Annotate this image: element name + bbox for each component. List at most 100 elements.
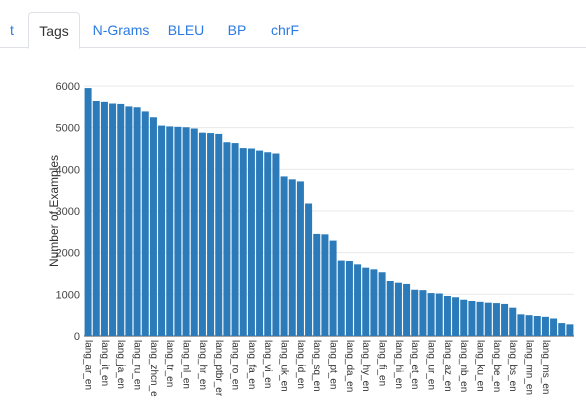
y-tick-label: 2000 [56,248,80,260]
bar[interactable] [288,179,296,336]
bar[interactable] [435,293,443,337]
bar[interactable] [476,301,484,336]
bar[interactable] [109,103,117,337]
bar[interactable] [100,101,108,336]
tab-label: BLEU [167,22,205,38]
tab-label: Tags [39,23,69,39]
x-tick-label: lang_nl_en [180,340,191,389]
x-tick-label: lang_nb_en [458,340,469,392]
bar[interactable] [370,269,378,336]
y-tick-label: 3000 [56,206,80,218]
x-tick-label: lang_ru_en [131,340,142,390]
x-tick-label: lang_ku_en [474,340,485,392]
bar[interactable] [190,128,198,337]
x-tick-label: lang_ro_en [229,340,240,390]
bar[interactable] [92,101,100,336]
bar[interactable] [354,264,362,336]
bar[interactable] [272,153,280,337]
bar[interactable] [231,143,239,336]
bar[interactable] [166,126,174,337]
bar[interactable] [427,293,435,336]
x-tick-label: lang_ur_en [425,340,436,390]
bar[interactable] [182,127,190,336]
x-tick-label: lang_da_en [344,340,355,392]
bar[interactable] [313,233,321,336]
x-tick-label: lang_fa_en [246,340,257,390]
bar[interactable] [223,142,231,336]
x-tick-label: lang_fi_en [376,340,387,386]
y-tick-label: 0 [74,331,80,343]
bar[interactable] [215,133,223,336]
bar[interactable] [133,107,141,336]
tab-bp[interactable]: BP [220,12,254,48]
tab-label: t [10,22,14,38]
x-tick-label: lang_it_en [99,340,110,386]
bar[interactable] [378,272,386,336]
bar[interactable] [386,281,394,336]
bar[interactable] [484,302,492,336]
tab-label: N-Grams [92,22,150,38]
bar[interactable] [256,150,264,336]
tab-bleu[interactable]: BLEU [163,12,209,48]
bar[interactable] [533,316,541,336]
bar[interactable] [296,181,304,336]
bar[interactable] [501,303,509,336]
tab-bar: t Tags N-Grams BLEU BP chrF [0,12,586,49]
bar[interactable] [468,301,476,336]
bar[interactable] [329,240,337,336]
bar[interactable] [158,125,166,336]
bar[interactable] [362,267,370,336]
tab-tags[interactable]: Tags [28,12,80,49]
bar[interactable] [419,290,427,336]
tab-chrf[interactable]: chrF [264,12,306,48]
bar[interactable] [125,106,133,337]
bar[interactable] [558,323,566,336]
bar[interactable] [509,307,517,336]
bar[interactable] [443,296,451,336]
bar[interactable] [207,133,215,336]
bar[interactable] [566,324,574,336]
x-tick-label: lang_sq_en [311,340,322,392]
x-tick-label: lang_ms_en [540,340,551,394]
bar[interactable] [517,314,525,336]
bar[interactable] [492,303,500,336]
tab-t[interactable]: t [0,12,24,48]
bar[interactable] [84,88,92,336]
x-tick-label: lang_tr_en [164,340,175,387]
bar[interactable] [117,103,125,337]
bar[interactable] [337,260,345,336]
bar[interactable] [198,132,206,336]
bar[interactable] [525,315,533,336]
y-tick-label: 5000 [56,123,80,135]
bar[interactable] [411,289,419,336]
y-tick-label: 6000 [56,81,80,93]
tab-n-grams[interactable]: N-Grams [86,12,156,48]
x-tick-label: lang_bs_en [507,340,518,392]
bar[interactable] [305,203,313,337]
x-tick-label: lang_mn_en [523,340,534,395]
bar[interactable] [345,261,353,336]
x-tick-label: lang_zhcn_e [148,340,159,397]
bar[interactable] [149,117,157,336]
bar[interactable] [541,316,549,336]
x-tick-label: lang_et_en [409,340,420,390]
y-axis-label: Number of Examples [47,155,61,267]
bar[interactable] [174,126,182,336]
bar[interactable] [239,148,247,336]
bar[interactable] [321,234,329,336]
bar[interactable] [550,318,558,337]
y-tick-label: 1000 [56,289,80,301]
bar[interactable] [141,111,149,337]
x-tick-label: lang_be_en [491,340,502,392]
bar[interactable] [394,282,402,336]
bar[interactable] [403,283,411,336]
bar[interactable] [460,299,468,336]
bar[interactable] [280,176,288,336]
y-tick-label: 4000 [56,164,80,176]
x-tick-label: lang_hy_en [360,340,371,392]
x-tick-label: lang_ptbr_er [213,340,224,397]
bar[interactable] [452,297,460,336]
bar[interactable] [247,148,255,337]
bar[interactable] [264,152,272,336]
